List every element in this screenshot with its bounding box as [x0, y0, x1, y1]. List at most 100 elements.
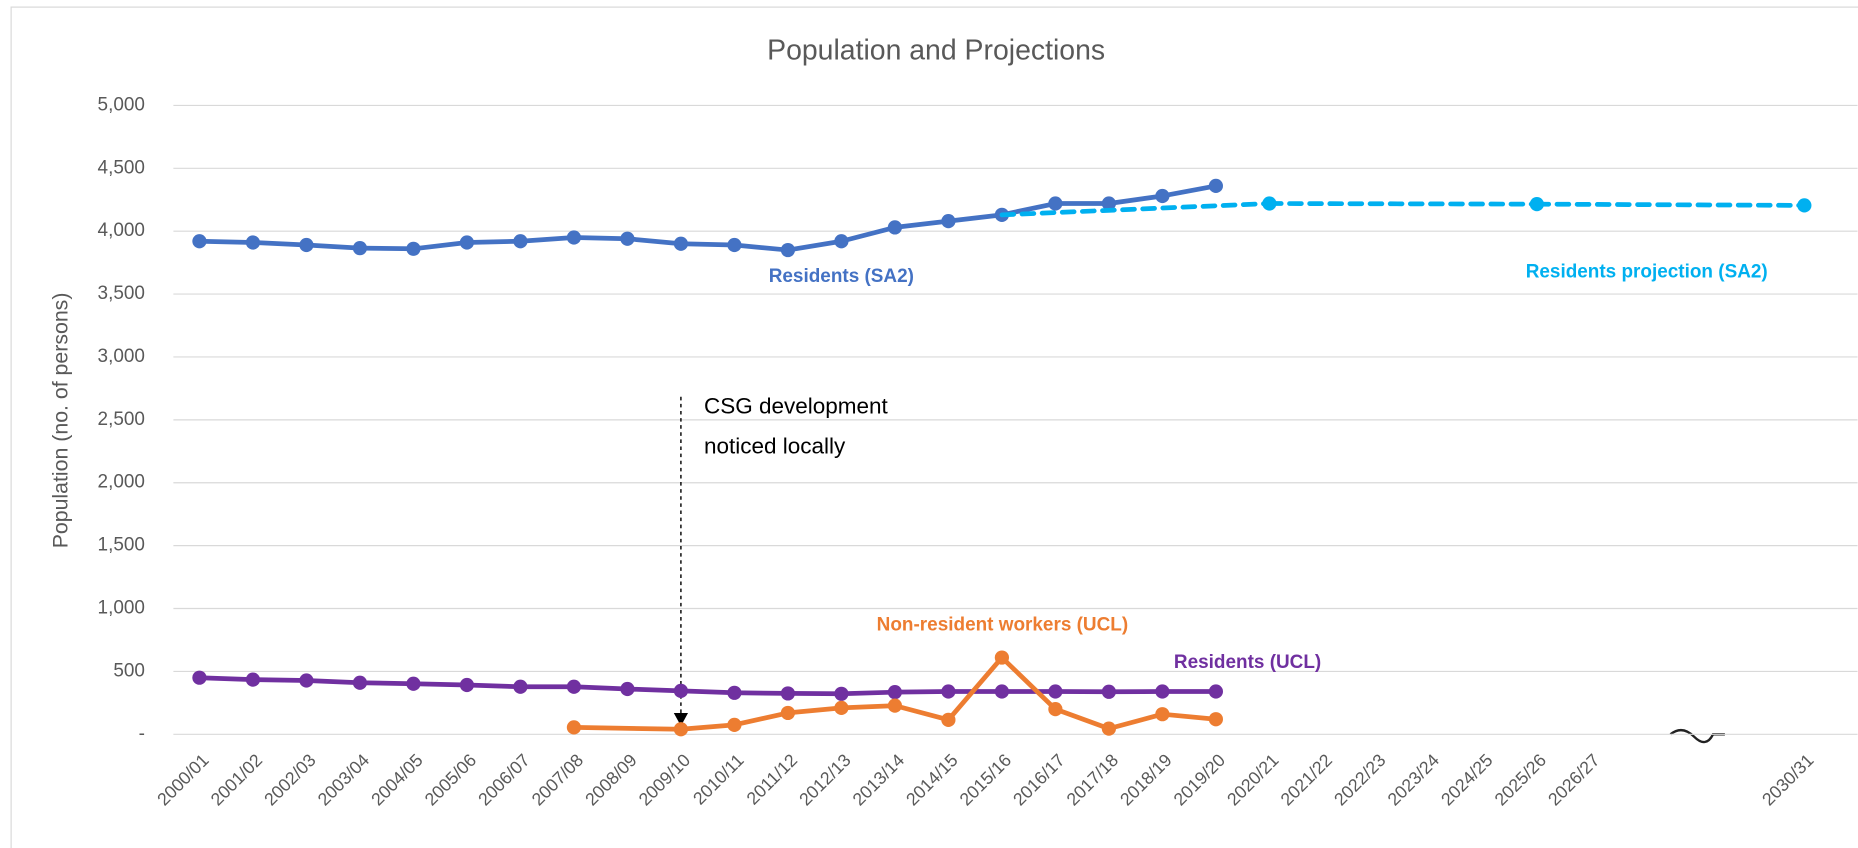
data-point [1529, 197, 1544, 212]
series-line [678, 722, 737, 732]
series-line [678, 241, 737, 248]
series-line [678, 688, 737, 696]
data-point [1101, 196, 1116, 211]
data-point [1101, 721, 1116, 736]
data-point [727, 237, 742, 253]
series-line [892, 689, 951, 695]
y-tick-label: 1,000 [98, 598, 145, 619]
data-point [566, 679, 582, 694]
data-point [834, 686, 849, 701]
data-point [1048, 196, 1063, 211]
data-point [994, 684, 1010, 699]
data-point [566, 230, 582, 245]
data-point [299, 237, 314, 253]
series-label: Non-resident workers (UCL) [877, 614, 1128, 635]
data-point [1155, 684, 1170, 699]
series-line [625, 686, 684, 694]
data-point [459, 235, 475, 250]
series-line [250, 677, 309, 683]
series-line [304, 242, 363, 251]
data-point [887, 698, 903, 713]
data-point [727, 717, 742, 732]
series-line [411, 681, 470, 688]
series-line [732, 242, 791, 253]
data-point [780, 242, 796, 258]
series-line [197, 675, 256, 682]
data-point [941, 214, 956, 229]
series-line [571, 684, 630, 692]
series-line [839, 703, 898, 711]
data-point [513, 234, 528, 249]
series-line [357, 680, 416, 687]
y-tick-label: 1,500 [98, 535, 145, 556]
data-point [780, 686, 796, 701]
series-line [1534, 201, 1807, 208]
chart-frame [10, 6, 1858, 848]
axis-break [1669, 728, 1725, 744]
data-point [1155, 188, 1170, 204]
data-point [1155, 707, 1170, 722]
data-point [245, 235, 261, 250]
data-point [566, 720, 582, 735]
y-tick-label: 3,500 [98, 283, 145, 304]
data-point [620, 231, 635, 246]
data-point [352, 675, 368, 690]
data-point [245, 672, 261, 687]
series-line [839, 689, 898, 697]
data-point [673, 683, 689, 699]
series-line [357, 245, 416, 252]
data-point [192, 234, 207, 249]
series-line [625, 236, 684, 247]
series-line [732, 690, 791, 696]
series-line [304, 678, 363, 686]
data-point [673, 722, 689, 737]
data-point [834, 700, 849, 715]
series-line [946, 655, 1005, 723]
series-line [571, 235, 630, 242]
series-label: Residents (UCL) [1174, 652, 1321, 673]
data-point [887, 220, 903, 235]
data-point [727, 685, 742, 700]
data-point [994, 650, 1010, 665]
series-line [892, 218, 951, 230]
series-line [785, 705, 844, 716]
y-tick-label: 2,000 [98, 472, 145, 493]
series-line [1160, 183, 1219, 199]
data-point [1101, 684, 1116, 699]
data-point [1208, 684, 1223, 699]
series-line [839, 225, 898, 244]
data-point [1048, 684, 1063, 699]
y-tick-label: - [139, 723, 145, 744]
y-tick-label: 500 [113, 660, 145, 681]
data-point [406, 241, 421, 256]
series-line [1053, 706, 1112, 732]
y-axis-label: Population (no. of persons) [49, 293, 73, 549]
series-line [197, 238, 256, 245]
y-tick-label: 4,000 [98, 220, 145, 241]
data-point [834, 234, 849, 249]
data-point [1208, 178, 1223, 194]
series-line [946, 212, 1005, 224]
annotation-text: noticed locally [704, 434, 846, 459]
y-tick-label: 4,500 [98, 157, 145, 178]
data-point [941, 684, 956, 699]
series-line [464, 682, 523, 690]
data-point [1208, 712, 1223, 727]
series-line [518, 235, 577, 244]
series-label: Residents projection (SA2) [1526, 261, 1768, 282]
annotation-text: CSG development [704, 393, 889, 418]
data-point [1797, 198, 1812, 213]
series-line [1106, 711, 1165, 732]
series-line [999, 655, 1058, 712]
series-line [1106, 193, 1165, 206]
y-tick-label: 5,000 [98, 94, 145, 115]
data-point [513, 679, 528, 694]
series-line [1160, 711, 1219, 722]
series-line [1267, 201, 1540, 207]
series-line [250, 240, 309, 248]
data-point [406, 676, 421, 691]
series-line [732, 710, 791, 728]
data-point [1262, 196, 1277, 211]
data-point [941, 712, 956, 727]
